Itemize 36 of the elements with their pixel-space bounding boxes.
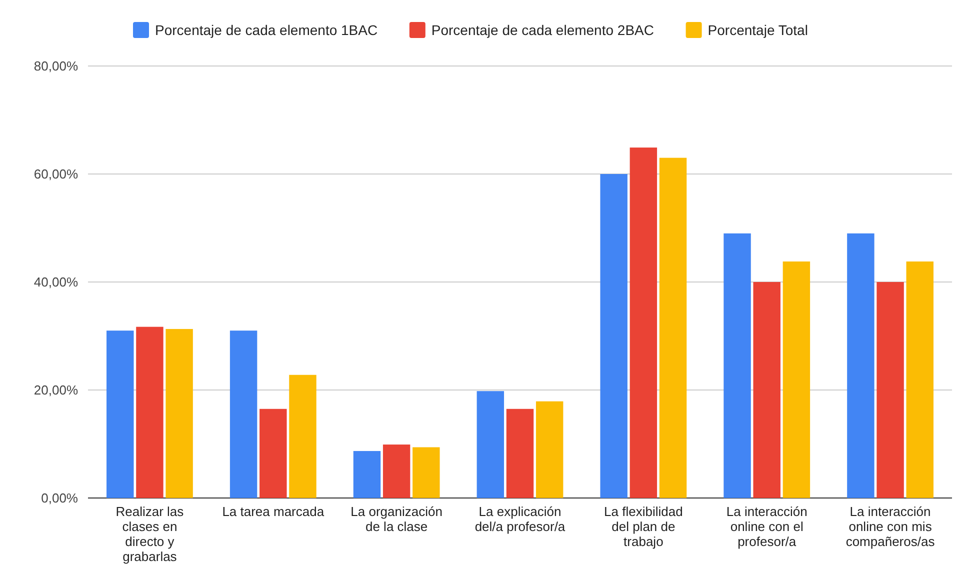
bar [782,261,810,498]
bar [659,158,687,498]
x-tick-label: Realizar las clases en directo y grabarlas [116,504,184,564]
bar [260,408,287,498]
x-tick-label: La organización de la clase [350,504,442,534]
bar [476,391,504,498]
legend-label: Porcentaje Total [708,22,808,38]
bar [136,326,164,498]
bar [724,233,751,498]
x-tick-label: La explicación del/a profesor/a [474,504,566,534]
y-tick-label: 0,00% [41,490,78,506]
bar [353,451,381,498]
x-tick-label: La interacción online con mis compañeros/as [846,504,936,549]
bar [876,282,904,498]
legend-label: Porcentaje de cada elemento 1BAC [155,22,378,38]
y-tick-label: 40,00% [34,274,78,290]
bar [106,330,134,498]
bar [230,330,258,498]
bar [630,148,658,498]
bar [166,328,193,498]
bar [847,233,874,498]
legend-label: Porcentaje de cada elemento 2BAC [431,22,654,38]
x-tick-label: La tarea marcada [222,504,325,519]
bar [600,174,628,498]
x-tick-label: La flexibilidad del plan de trabajo [604,504,683,549]
bar [536,401,564,498]
x-tick-label: La interacción online con el profesor/a [726,504,808,549]
y-tick-label: 20,00% [34,382,78,398]
bar [906,261,934,498]
bar [506,408,534,498]
y-tick-label: 80,00% [34,58,78,74]
bar [412,447,440,498]
bar [289,374,316,498]
bar [382,444,410,498]
y-tick-label: 60,00% [34,166,78,182]
bar [753,282,780,498]
